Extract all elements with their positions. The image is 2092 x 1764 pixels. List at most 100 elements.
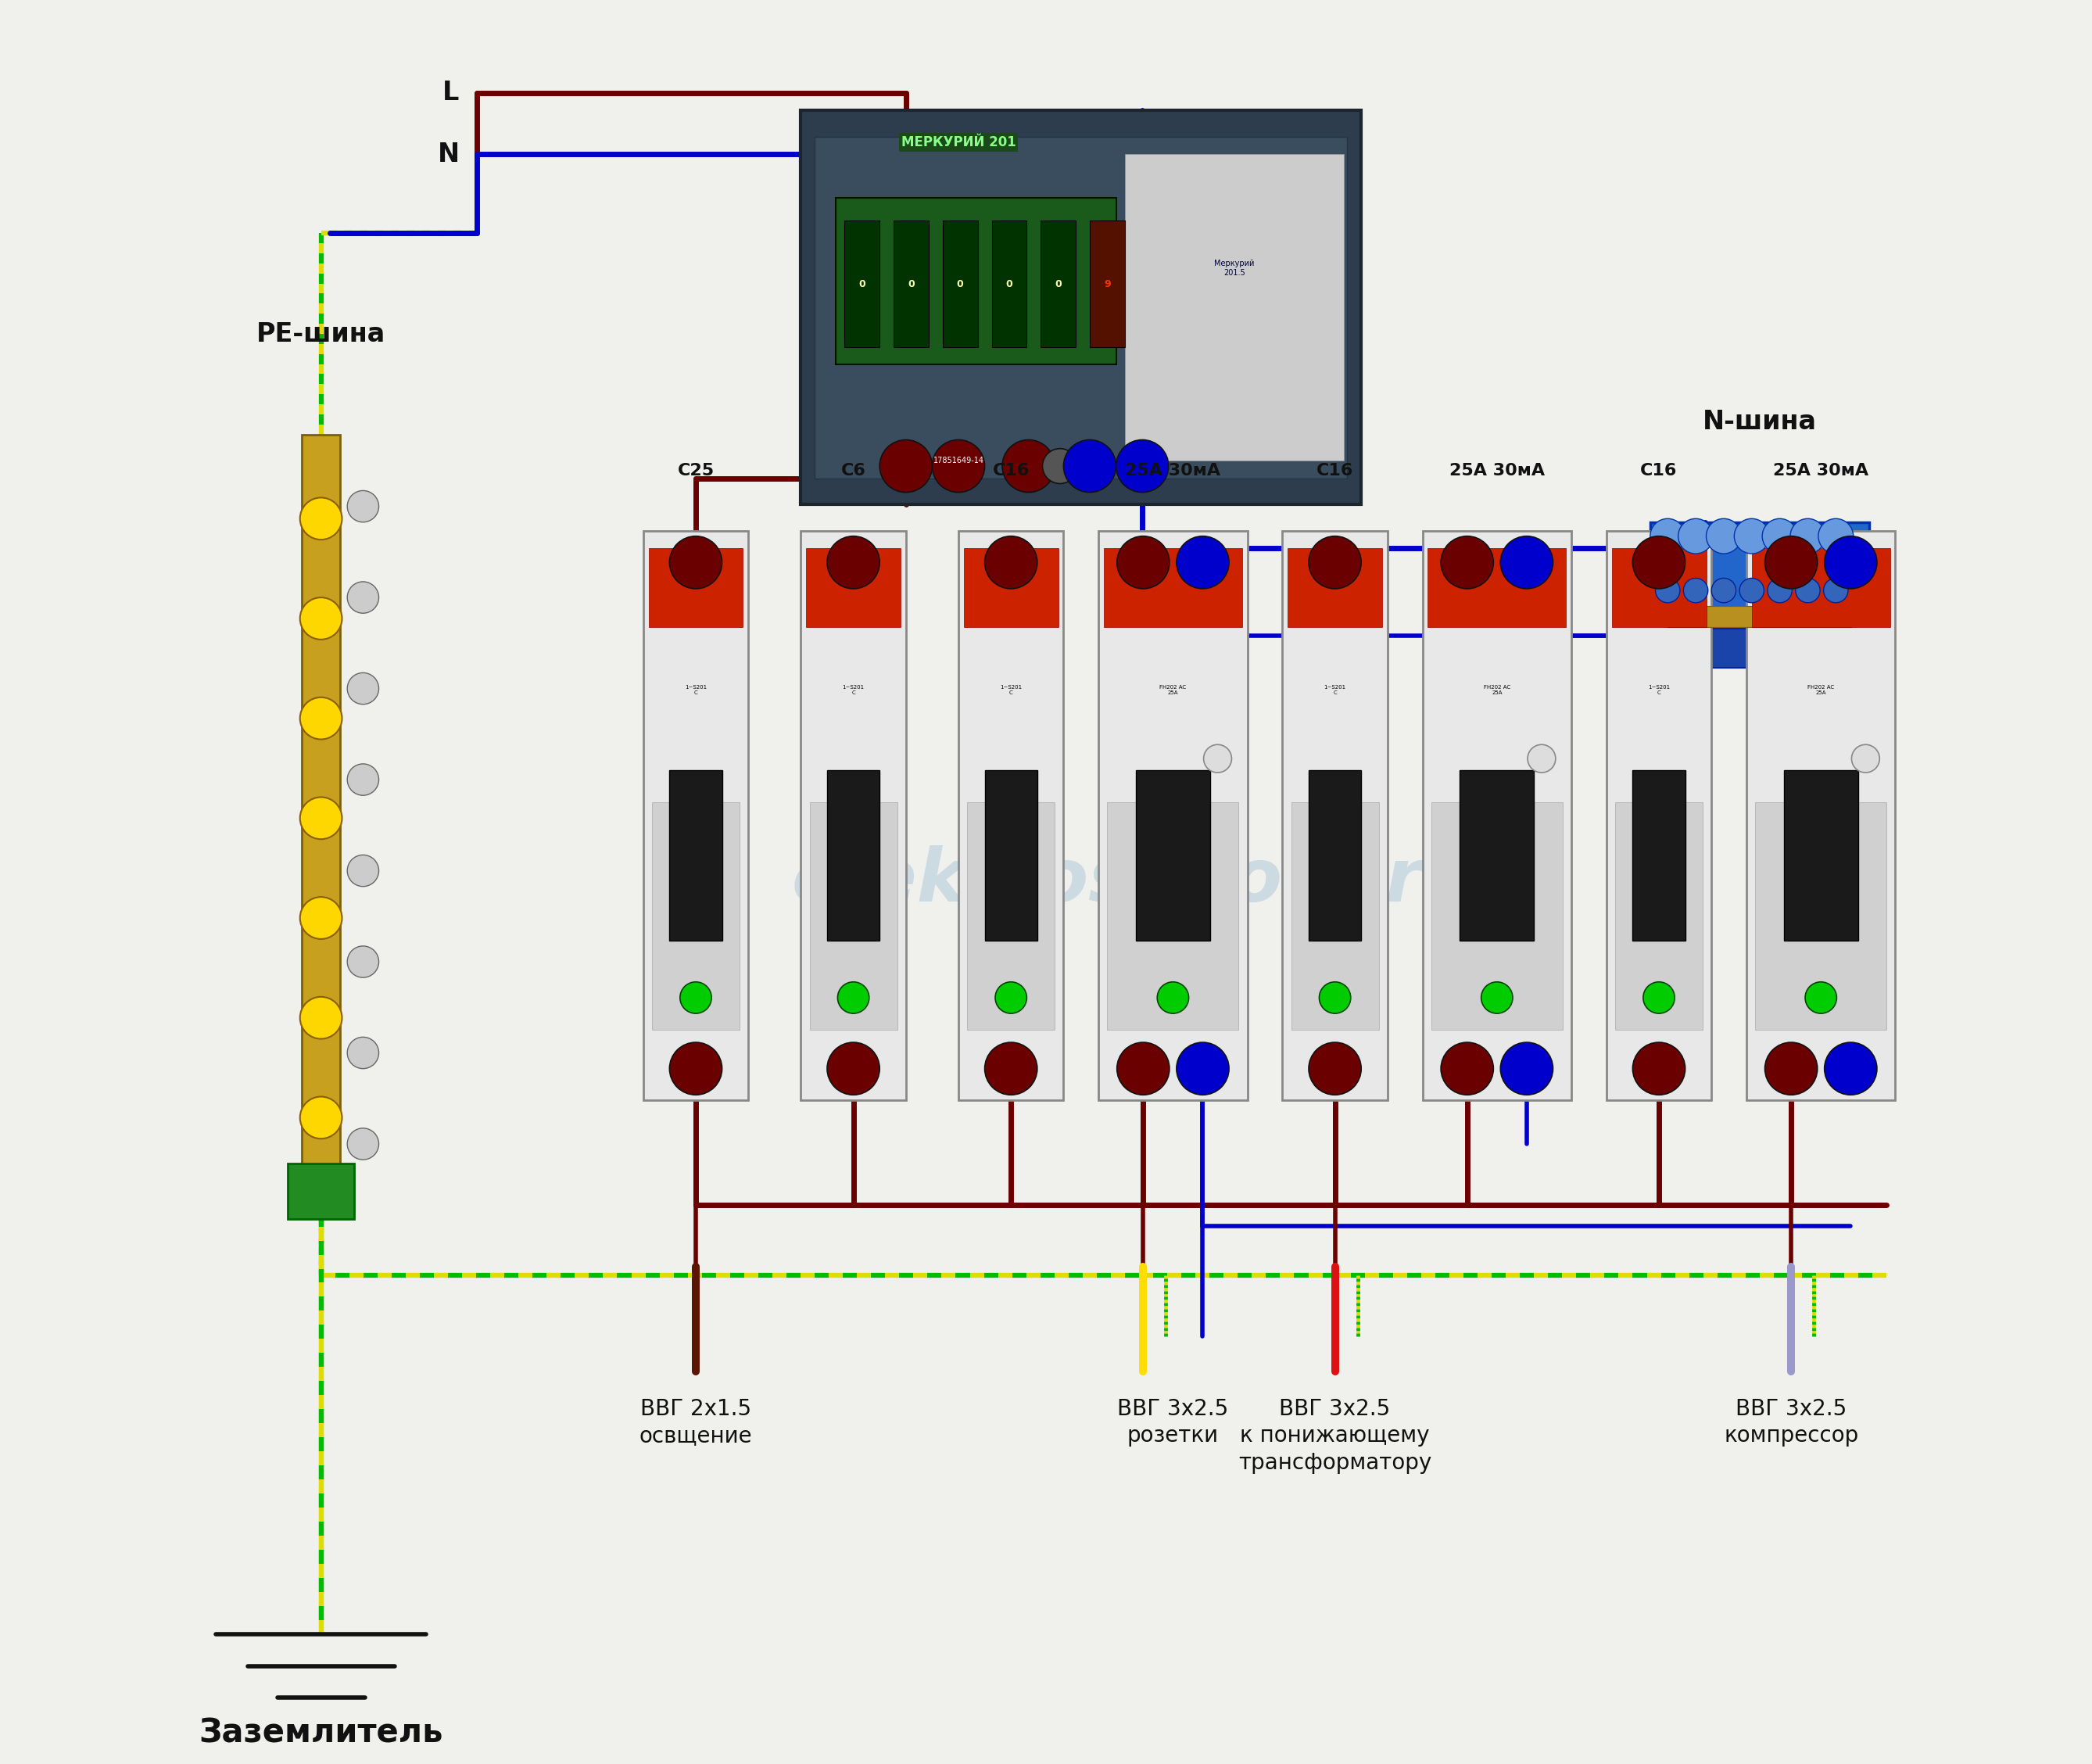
Circle shape [299,797,341,840]
Circle shape [669,536,722,589]
Text: N-шина: N-шина [1703,409,1816,434]
Text: С16: С16 [992,462,1029,478]
Bar [289,1162,354,1219]
Bar [1282,531,1387,1101]
Circle shape [1115,439,1169,492]
Text: FH202 AC
25A: FH202 AC 25A [1807,684,1835,695]
Text: 25А 30мА: 25А 30мА [1450,462,1544,478]
Bar [826,769,879,940]
Text: L: L [444,79,460,106]
Bar [893,220,929,348]
Circle shape [1678,519,1713,554]
Circle shape [299,997,341,1039]
Circle shape [1157,983,1188,1014]
Circle shape [1310,1043,1362,1095]
Circle shape [826,536,879,589]
Bar [1427,549,1567,628]
Circle shape [1632,536,1686,589]
Bar [1460,769,1533,940]
Bar [967,803,1054,1030]
Bar [992,220,1027,348]
Bar [1751,549,1889,628]
Text: РЕ-шина: РЕ-шина [257,321,385,348]
Text: 1~S201
C: 1~S201 C [1648,684,1669,695]
Text: 17851649-14: 17851649-14 [933,457,983,464]
Circle shape [1651,519,1686,554]
Text: ВВГ 2х1.5
освщение: ВВГ 2х1.5 освщение [640,1397,753,1446]
Circle shape [1824,1043,1877,1095]
Bar [669,769,722,940]
Circle shape [1500,1043,1552,1095]
Circle shape [1684,579,1707,603]
Text: МЕРКУРИЙ 201: МЕРКУРИЙ 201 [902,136,1017,150]
Text: N: N [437,141,460,168]
Circle shape [1768,579,1793,603]
Circle shape [347,582,379,614]
Circle shape [1002,439,1054,492]
Bar [1107,803,1238,1030]
Bar [1098,531,1247,1101]
Circle shape [299,1097,341,1140]
Text: Меркурий
201.5: Меркурий 201.5 [1213,259,1255,277]
Text: 0: 0 [858,279,866,289]
Text: 25А 30мА: 25А 30мА [1125,462,1222,478]
Bar [845,220,879,348]
Circle shape [347,1037,379,1069]
Bar [1040,220,1075,348]
Bar [801,531,906,1101]
Text: С25: С25 [678,462,713,478]
Bar [1310,769,1362,940]
Circle shape [1766,536,1818,589]
Circle shape [1734,519,1770,554]
Circle shape [1851,744,1879,773]
Circle shape [1500,536,1552,589]
Text: 9: 9 [1105,279,1111,289]
Bar [1090,220,1125,348]
Circle shape [1655,579,1680,603]
Circle shape [826,1043,879,1095]
Circle shape [347,672,379,704]
Bar [1784,769,1858,940]
Bar [985,769,1038,940]
Circle shape [1310,536,1362,589]
Text: 0: 0 [908,279,914,289]
Bar [1632,769,1686,940]
Circle shape [1818,519,1854,554]
Circle shape [1642,983,1676,1014]
Bar [1611,549,1707,628]
Circle shape [299,896,341,938]
Circle shape [1117,1043,1169,1095]
Text: 0: 0 [1006,279,1013,289]
Bar [943,220,977,348]
Circle shape [347,764,379,796]
Circle shape [1795,579,1820,603]
Bar [805,549,902,628]
Circle shape [1441,536,1494,589]
Bar [1125,153,1343,460]
Text: 1~S201
C: 1~S201 C [1000,684,1023,695]
Circle shape [1441,1043,1494,1095]
Circle shape [879,439,933,492]
Circle shape [347,490,379,522]
Circle shape [1320,983,1351,1014]
Bar [1632,630,1887,667]
Text: 25А 30мА: 25А 30мА [1774,462,1868,478]
Circle shape [299,598,341,640]
Bar [1755,803,1887,1030]
Circle shape [985,536,1038,589]
Text: ВВГ 3х2.5
розетки: ВВГ 3х2.5 розетки [1117,1397,1228,1446]
Circle shape [347,856,379,887]
Circle shape [1042,448,1077,483]
Circle shape [347,946,379,977]
Circle shape [996,983,1027,1014]
Bar [301,434,341,1170]
Bar [1105,549,1243,628]
Circle shape [1707,519,1741,554]
Text: ВВГ 3х2.5
компрессор: ВВГ 3х2.5 компрессор [1724,1397,1858,1446]
Circle shape [933,439,985,492]
Circle shape [1761,519,1797,554]
Text: FH202 AC
25A: FH202 AC 25A [1483,684,1510,695]
Bar [801,111,1362,505]
Circle shape [669,1043,722,1095]
Circle shape [299,497,341,540]
